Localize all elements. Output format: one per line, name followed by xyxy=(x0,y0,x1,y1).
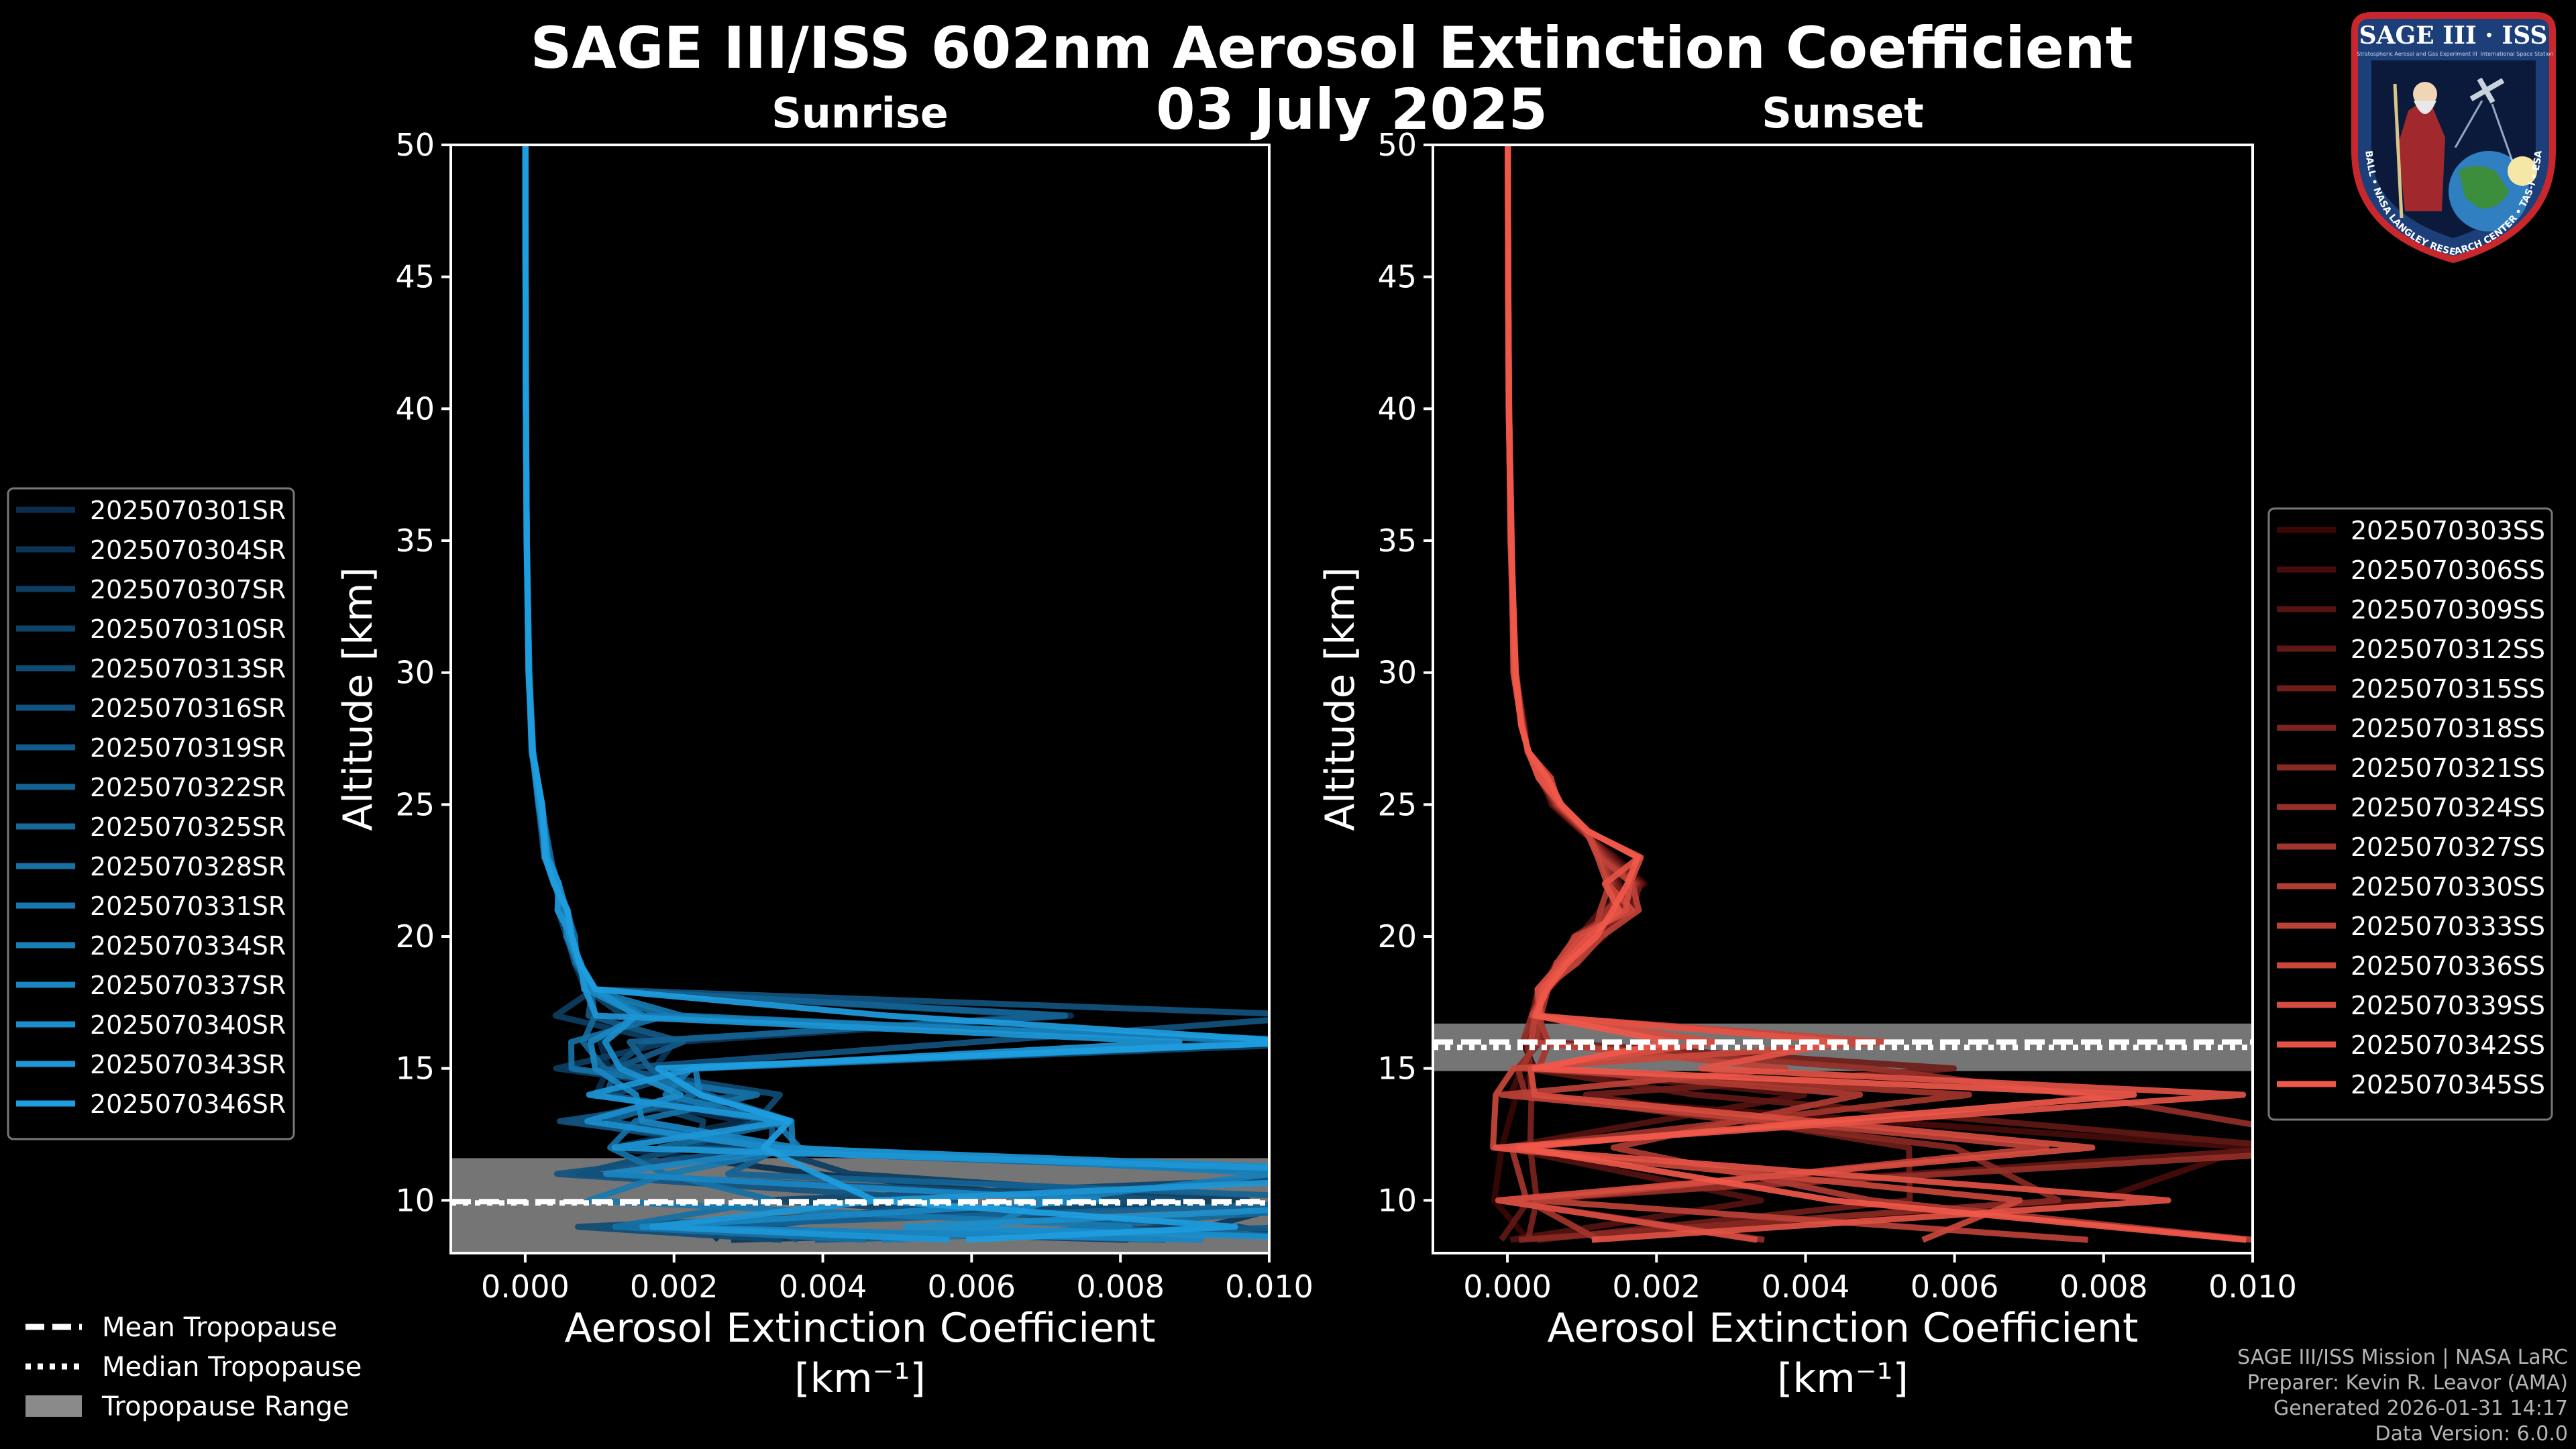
profile-2025070316SR xyxy=(522,145,1269,1243)
legend-label: 2025070307SR xyxy=(90,575,286,604)
y-tick-label: 15 xyxy=(395,1051,435,1087)
legend-tropopause-label: Median Tropopause xyxy=(102,1352,362,1383)
y-tick-label: 10 xyxy=(395,1182,435,1218)
logo-title: SAGE III · ISS xyxy=(2359,21,2548,50)
y-tick-label: 20 xyxy=(1377,918,1417,955)
x-tick-label: 0.000 xyxy=(1463,1269,1552,1305)
x-tick-label: 0.002 xyxy=(630,1269,718,1305)
x-tick-label: 0.004 xyxy=(1762,1269,1850,1305)
x-tick-label: 0.004 xyxy=(779,1269,867,1305)
legend-label: 2025070330SS xyxy=(2351,872,2545,902)
sunrise-legend: 2025070301SR 2025070304SR 2025070307SR 2025… xyxy=(7,487,295,1140)
y-tick-label: 40 xyxy=(1377,390,1417,427)
legend-box xyxy=(2267,507,2553,1121)
legend-label: 2025070334SR xyxy=(90,931,286,961)
x-tick-label: 0.010 xyxy=(1225,1269,1313,1305)
legend-label: 2025070310SR xyxy=(90,614,286,644)
credit-version: Data Version: 6.0.0 xyxy=(2375,1422,2568,1446)
y-tick-label: 25 xyxy=(395,786,435,822)
x-tick-label: 0.006 xyxy=(1911,1269,1999,1305)
legend-label: 2025070321SS xyxy=(2351,753,2545,783)
y-tick-label: 35 xyxy=(1377,523,1417,559)
legend-label: 2025070340SR xyxy=(90,1010,286,1040)
credit-preparer: Preparer: Kevin R. Leavor (AMA) xyxy=(2247,1371,2568,1395)
credit-generated: Generated 2026-01-31 14:17 xyxy=(2273,1397,2568,1420)
legend-label: 2025070316SR xyxy=(90,694,286,723)
legend-label: 2025070304SR xyxy=(90,535,286,565)
x-axis-units: [km⁻¹] xyxy=(794,1355,926,1402)
chart-date: 03 July 2025 xyxy=(1156,76,1548,142)
subplot-title: Sunrise xyxy=(771,89,949,138)
logo-subtitle-left: Stratospheric Aerosol and Gas Experiment… xyxy=(2357,51,2477,57)
legend-label: 2025070303SS xyxy=(2351,516,2545,545)
y-axis-label: Altitude [km] xyxy=(1317,567,1364,831)
x-axis-label: Aerosol Extinction Coefficient xyxy=(1548,1305,2139,1352)
x-tick-label: 0.008 xyxy=(2059,1269,2148,1305)
credit-mission: SAGE III/ISS Mission | NASA LaRC xyxy=(2237,1346,2568,1369)
y-tick-label: 40 xyxy=(395,390,435,427)
sunset-panel: 10 15 20 25 30 35 40 45 50 0.000 0.002 0.004 0.006 0.… xyxy=(1317,89,2297,1402)
chart-title: SAGE III/ISS 602nm Aerosol Extinction Co… xyxy=(530,15,2133,82)
legend-range-swatch xyxy=(25,1395,82,1417)
legend-tropopause-label: Tropopause Range xyxy=(101,1391,350,1422)
profile-2025070345SS xyxy=(1505,145,2247,1243)
x-tick-label: 0.006 xyxy=(928,1269,1016,1305)
legend-label: 2025070345SS xyxy=(2351,1070,2545,1099)
y-tick-label: 45 xyxy=(1377,259,1417,295)
legend-label: 2025070309SS xyxy=(2351,595,2545,625)
legend-label: 2025070333SS xyxy=(2351,912,2545,941)
y-axis-label: Altitude [km] xyxy=(335,567,382,831)
profile-lines xyxy=(522,145,1269,1243)
x-tick-label: 0.010 xyxy=(2208,1269,2297,1305)
y-tick-label: 45 xyxy=(395,259,435,295)
legend-label: 2025070312SS xyxy=(2351,635,2545,664)
legend-label: 2025070322SR xyxy=(90,773,286,802)
x-axis-units: [km⁻¹] xyxy=(1777,1355,1909,1402)
legend-label: 2025070313SR xyxy=(90,654,286,684)
legend-box xyxy=(7,487,295,1140)
profile-lines xyxy=(1490,145,2253,1243)
x-axis-label: Aerosol Extinction Coefficient xyxy=(565,1305,1156,1352)
legend-label: 2025070331SR xyxy=(90,892,286,921)
legend-label: 2025070342SS xyxy=(2351,1030,2545,1060)
legend-label: 2025070336SS xyxy=(2351,951,2545,981)
y-tick-label: 20 xyxy=(395,918,435,955)
legend-label: 2025070337SR xyxy=(90,971,286,1000)
legend-label: 2025070346SR xyxy=(90,1089,286,1119)
legend-label: 2025070343SR xyxy=(90,1050,286,1079)
legend-label: 2025070318SS xyxy=(2351,714,2545,743)
y-tick-label: 15 xyxy=(1377,1051,1417,1087)
legend-label: 2025070319SR xyxy=(90,733,286,763)
sage-iss-logo: SAGE III · ISS Stratospheric Aerosol and… xyxy=(2351,12,2556,264)
y-tick-label: 25 xyxy=(1377,786,1417,822)
legend-label: 2025070324SS xyxy=(2351,793,2545,822)
legend-label: 2025070328SR xyxy=(90,852,286,881)
sunset-legend: 2025070303SS 2025070306SS 2025070309SS 2025… xyxy=(2267,507,2553,1121)
legend-label: 2025070325SR xyxy=(90,812,286,842)
y-tick-label: 10 xyxy=(1377,1182,1417,1218)
profile-2025070346SR xyxy=(522,145,1269,1243)
legend-label: 2025070315SS xyxy=(2351,674,2545,704)
legend-label: 2025070306SS xyxy=(2351,555,2545,585)
plot-frame xyxy=(449,144,1271,1254)
y-tick-label: 50 xyxy=(1377,127,1417,163)
y-tick-label: 30 xyxy=(1377,655,1417,691)
tropopause-legend: Mean Tropopause Median Tropopause Tropopau… xyxy=(25,1312,362,1422)
plot-frame xyxy=(1432,144,2254,1254)
x-tick-label: 0.008 xyxy=(1076,1269,1165,1305)
legend-label: 2025070327SS xyxy=(2351,833,2545,862)
y-tick-label: 30 xyxy=(395,655,435,691)
subplot-title: Sunset xyxy=(1762,89,1924,138)
logo-subtitle-right: International Space Station xyxy=(2481,51,2554,57)
legend-tropopause-label: Mean Tropopause xyxy=(102,1312,337,1343)
x-tick-label: 0.000 xyxy=(481,1269,570,1305)
legend-label: 2025070339SS xyxy=(2351,991,2545,1020)
y-tick-label: 35 xyxy=(395,523,435,559)
y-tick-label: 50 xyxy=(395,127,435,163)
legend-label: 2025070301SR xyxy=(90,496,286,525)
x-tick-label: 0.002 xyxy=(1612,1269,1701,1305)
sunrise-panel: 10 15 20 25 30 35 40 45 50 0.000 0.002 0.004 0.006 0.… xyxy=(335,89,1313,1402)
credits: SAGE III/ISS Mission | NASA LaRC Prepare… xyxy=(2237,1345,2568,1447)
